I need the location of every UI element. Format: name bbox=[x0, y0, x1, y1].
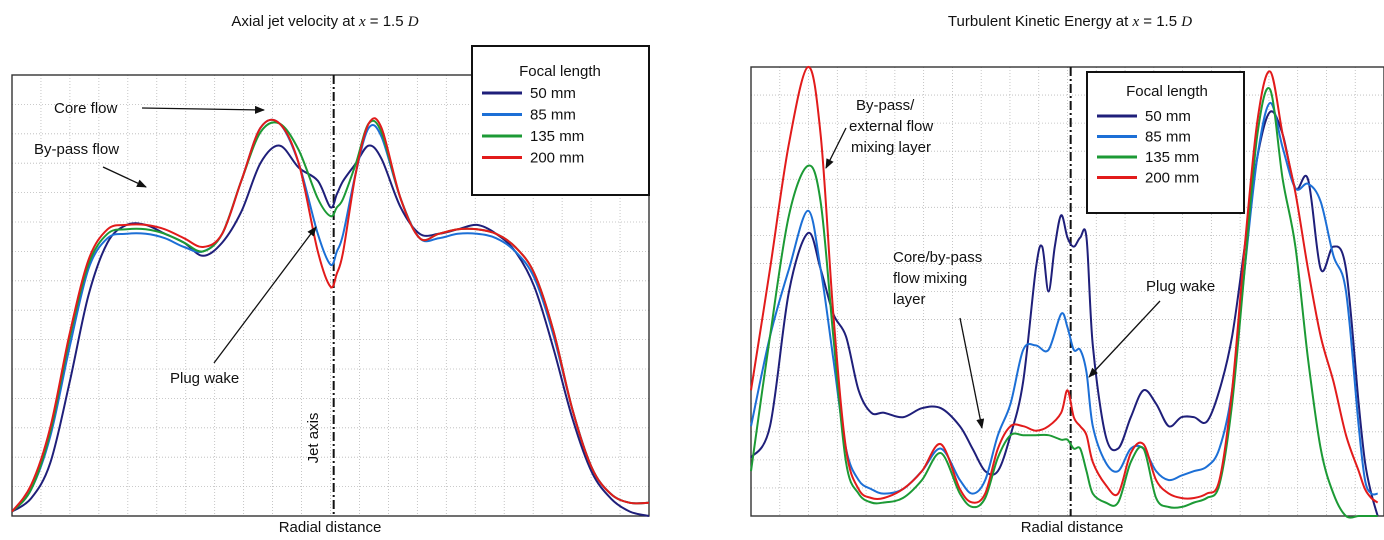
series-line-200-mm bbox=[11, 117, 650, 513]
annotation-arrow bbox=[959, 317, 985, 429]
legend-label: 200 mm bbox=[1145, 170, 1199, 187]
chart-tke: Turbulent Kinetic Energy at x = 1.5 D Ra… bbox=[750, 13, 1384, 536]
annotation-plug-wake: Plug wake bbox=[1146, 278, 1215, 295]
plot-frame bbox=[750, 66, 1384, 517]
annotation-core-bypass-1: Core/by-pass bbox=[893, 249, 982, 266]
series-lines bbox=[750, 66, 1379, 519]
chart-title: Axial jet velocity at x = 1.5 D bbox=[231, 13, 418, 30]
annotation-bypass-mixing-2: external flow bbox=[849, 118, 933, 135]
annotation-arrow bbox=[1088, 300, 1161, 378]
annotation-core-bypass-2: flow mixing bbox=[893, 270, 967, 287]
annotation-bypass-flow: By-pass flow bbox=[34, 141, 119, 158]
annotation-jet-axis: Jet axis bbox=[305, 413, 322, 464]
series-line-50-mm bbox=[11, 144, 650, 517]
legend-label: 135 mm bbox=[1145, 149, 1199, 166]
legend-label: 85 mm bbox=[530, 107, 576, 124]
series-line-200-mm bbox=[750, 66, 1379, 504]
annotations: Core flow By-pass flow Plug wake Jet axi… bbox=[34, 100, 322, 463]
grid bbox=[751, 67, 1384, 516]
legend-label: 200 mm bbox=[530, 150, 584, 167]
legend-label: 50 mm bbox=[1145, 108, 1191, 125]
x-axis-label: Radial distance bbox=[279, 519, 382, 535]
legend: Focal length 50 mm 85 mm 135 mm 200 mm bbox=[471, 45, 650, 196]
series-line-135-mm bbox=[750, 87, 1378, 519]
legend-box bbox=[471, 45, 650, 196]
chart-axial-velocity: Axial jet velocity at x = 1.5 D Radial d… bbox=[11, 13, 650, 536]
annotation-arrow bbox=[102, 166, 147, 188]
annotation-plug-wake: Plug wake bbox=[170, 370, 239, 387]
legend-label: 135 mm bbox=[530, 128, 584, 145]
annotation-core-bypass-3: layer bbox=[893, 291, 926, 308]
legend-title: Focal length bbox=[519, 63, 601, 80]
series-lines bbox=[11, 117, 650, 517]
legend-label: 85 mm bbox=[1145, 129, 1191, 146]
legend-label: 50 mm bbox=[530, 85, 576, 102]
annotation-arrow bbox=[141, 105, 265, 114]
annotation-bypass-mixing-3: mixing layer bbox=[851, 139, 931, 156]
x-axis-label: Radial distance bbox=[1021, 519, 1124, 535]
annotation-bypass-mixing-1: By-pass/ bbox=[856, 97, 915, 114]
annotation-core-flow: Core flow bbox=[54, 100, 118, 117]
legend-box bbox=[1086, 71, 1245, 214]
legend-title: Focal length bbox=[1126, 83, 1208, 100]
grid bbox=[12, 75, 649, 516]
legend: Focal length 50 mm 85 mm 135 mm 200 mm bbox=[1086, 71, 1245, 214]
annotation-arrow bbox=[213, 226, 317, 364]
series-line-85-mm bbox=[11, 118, 650, 513]
chart-title: Turbulent Kinetic Energy at x = 1.5 D bbox=[948, 13, 1192, 30]
annotations: By-pass/ external flow mixing layer Core… bbox=[825, 97, 1215, 429]
plot-frame bbox=[11, 74, 650, 517]
annotation-arrow bbox=[825, 127, 847, 169]
